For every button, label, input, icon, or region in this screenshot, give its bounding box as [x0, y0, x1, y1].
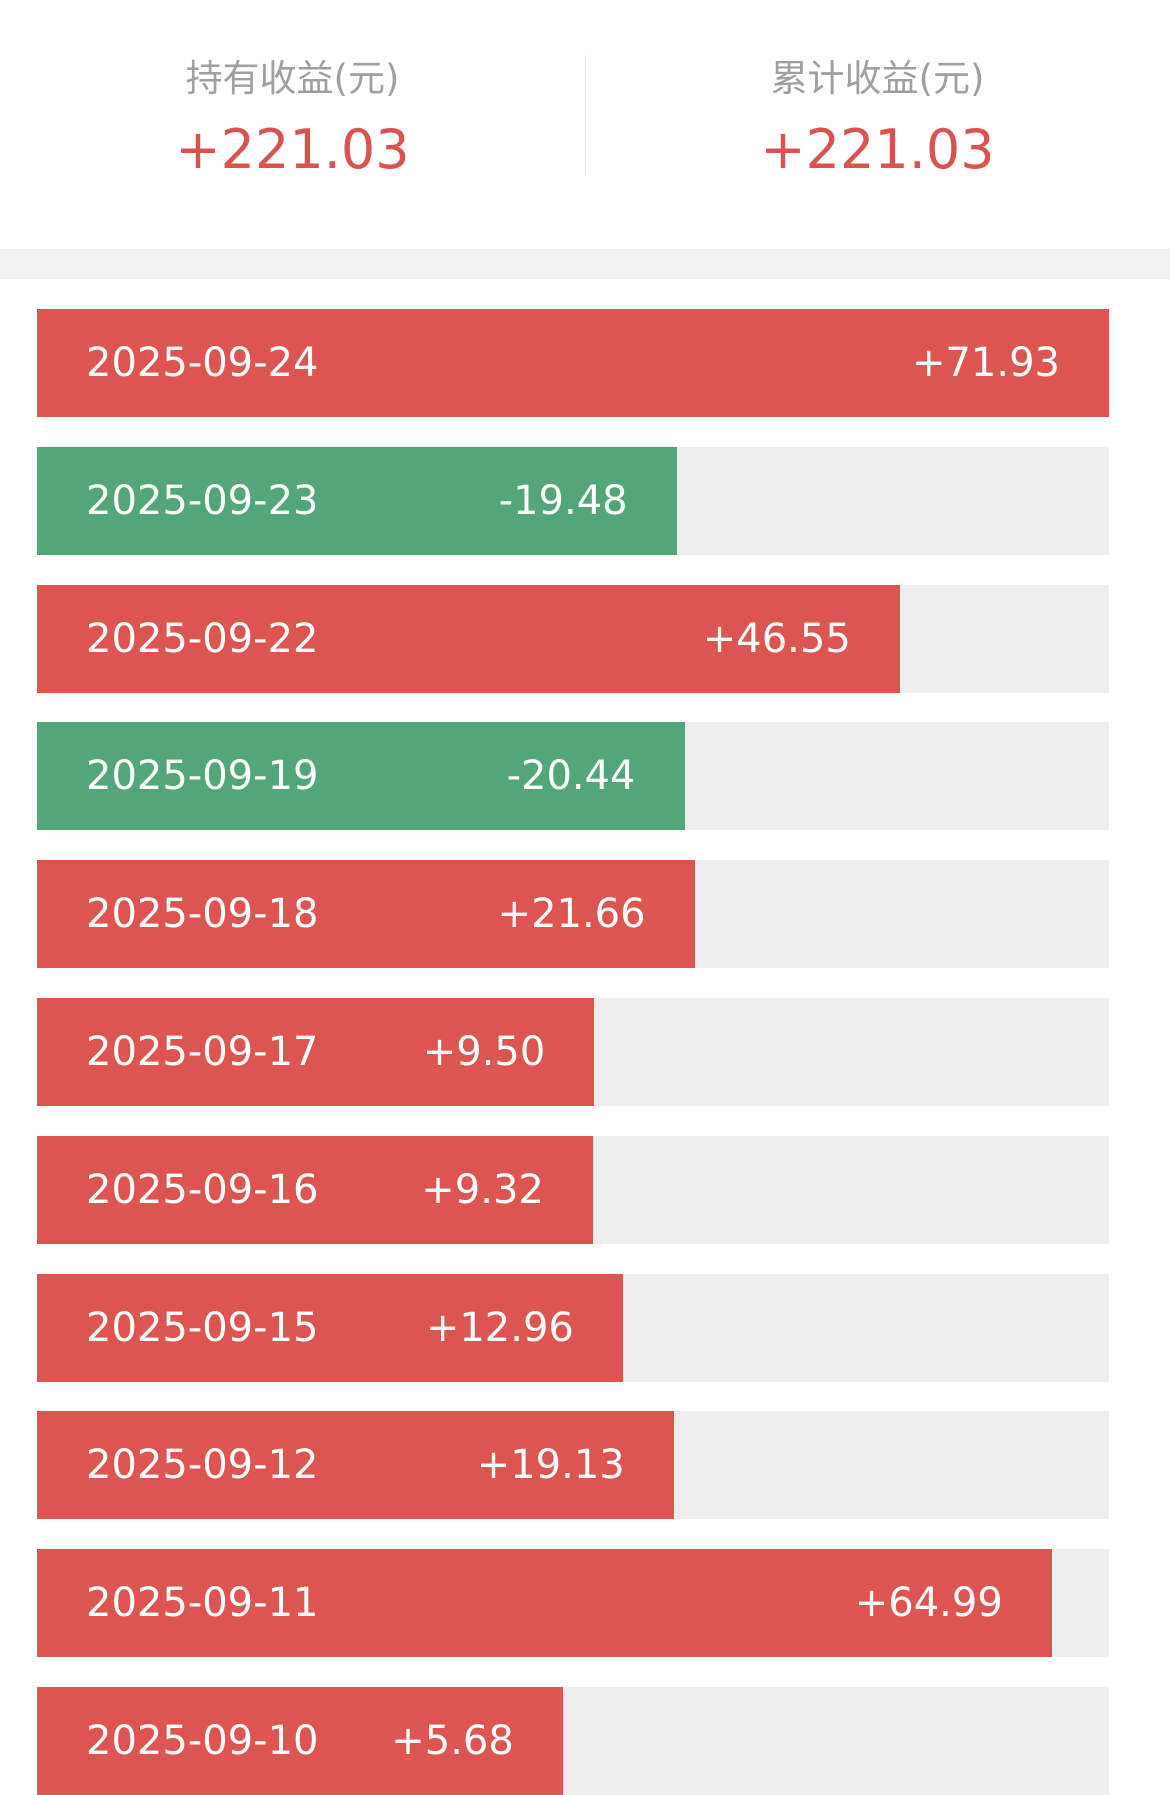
row-amount: +5.68 — [391, 1718, 514, 1764]
row-amount: +19.13 — [476, 1442, 625, 1489]
income-row: 2025-09-17 +9.50 — [37, 998, 1109, 1106]
row-amount: -19.48 — [498, 477, 628, 524]
summary-label: 持有收益(元) — [185, 57, 400, 100]
income-bar — [37, 1135, 593, 1244]
total-income: 累计收益(元) +221.03 — [585, 0, 1170, 249]
row-amount: +71.93 — [911, 340, 1060, 386]
income-row: 2025-09-16 +9.32 — [37, 1135, 1109, 1244]
row-amount: +9.50 — [422, 1029, 546, 1075]
row-date: 2025-09-22 — [86, 615, 319, 662]
summary-value: +221.03 — [175, 118, 410, 181]
income-row: 2025-09-15 +12.96 — [37, 1273, 1109, 1382]
row-amount: +21.66 — [497, 891, 646, 938]
row-amount: +46.55 — [702, 615, 851, 662]
row-date: 2025-09-11 — [86, 1580, 319, 1627]
income-row: 2025-09-11 +64.99 — [37, 1549, 1109, 1658]
separator-band — [0, 249, 1170, 279]
income-row: 2025-09-22 +46.55 — [37, 584, 1109, 693]
income-row: 2025-09-10 +5.68 — [37, 1687, 1109, 1795]
row-date: 2025-09-15 — [86, 1304, 319, 1351]
holding-income: 持有收益(元) +221.03 — [0, 0, 585, 249]
income-bar — [37, 860, 695, 969]
income-bar — [37, 1687, 563, 1795]
income-bar — [37, 309, 1109, 417]
income-bar — [37, 1273, 623, 1382]
row-date: 2025-09-24 — [86, 340, 319, 386]
row-date: 2025-09-17 — [86, 1029, 319, 1075]
summary-value: +221.03 — [760, 118, 995, 181]
row-amount: +64.99 — [854, 1580, 1003, 1627]
income-row: 2025-09-12 +19.13 — [37, 1411, 1109, 1520]
row-date: 2025-09-23 — [86, 477, 319, 524]
income-bar — [37, 722, 685, 831]
row-date: 2025-09-16 — [86, 1166, 319, 1213]
income-bar — [37, 1411, 674, 1520]
row-amount: +9.32 — [421, 1166, 544, 1213]
income-bar — [37, 1549, 1052, 1658]
income-row: 2025-09-18 +21.66 — [37, 860, 1109, 969]
income-bar — [37, 998, 595, 1106]
income-row: 2025-09-23 -19.48 — [37, 446, 1109, 555]
summary-label: 累计收益(元) — [770, 57, 985, 100]
income-bar — [37, 446, 677, 555]
row-amount: +12.96 — [425, 1304, 574, 1351]
row-date: 2025-09-12 — [86, 1442, 319, 1489]
summary-header: 持有收益(元) +221.03 累计收益(元) +221.03 — [0, 0, 1170, 249]
income-row: 2025-09-19 -20.44 — [37, 722, 1109, 831]
row-date: 2025-09-18 — [86, 891, 319, 938]
income-bar — [37, 584, 900, 693]
row-date: 2025-09-10 — [86, 1718, 319, 1764]
income-row: 2025-09-24 +71.93 — [37, 309, 1109, 417]
row-date: 2025-09-19 — [86, 753, 319, 800]
divider — [585, 55, 586, 174]
row-amount: -20.44 — [506, 753, 636, 800]
